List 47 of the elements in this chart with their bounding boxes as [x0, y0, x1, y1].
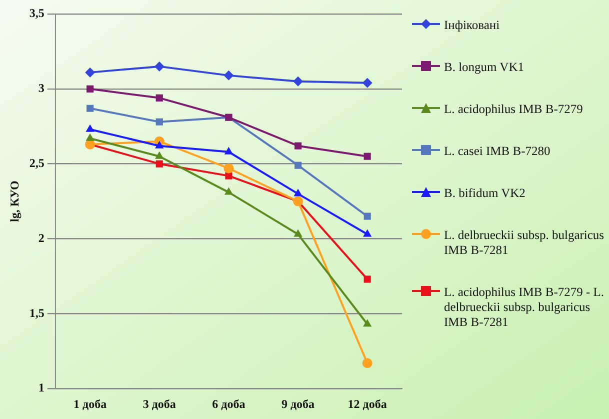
point: [294, 142, 302, 150]
point: [294, 229, 302, 237]
legend-label: B. longum VK1: [444, 60, 524, 75]
point: [86, 85, 94, 92]
point: [85, 67, 96, 78]
x-tick-label: 9 доба: [281, 396, 315, 411]
x-tick-label: 1 доба: [74, 396, 107, 411]
point: [154, 61, 164, 72]
y-tick-label: 1: [38, 380, 44, 395]
point: [362, 78, 372, 88]
point: [224, 163, 234, 174]
point: [363, 319, 372, 327]
point: [156, 118, 163, 126]
y-tick-label: 2,5: [29, 156, 44, 170]
point: [156, 160, 163, 168]
point: [155, 140, 164, 148]
point: [294, 162, 302, 169]
point: [86, 124, 94, 132]
x-tick-label: 6 доба: [212, 396, 246, 411]
point: [362, 358, 372, 368]
point: [224, 187, 234, 195]
legend-label: L. casei IMB B-7280: [444, 144, 550, 159]
legend-label: L. delbrueckii subsp. bulgaricus IMB B-7281: [444, 228, 606, 258]
y-tick-label: 3: [38, 81, 44, 96]
point: [363, 229, 372, 237]
point: [225, 172, 232, 180]
point: [294, 188, 302, 196]
x-tick-label: 12 доба: [348, 396, 387, 411]
x-tick-label: 3 доба: [142, 396, 176, 411]
y-tick-label: 2: [38, 230, 44, 245]
point: [224, 146, 234, 154]
point: [364, 152, 371, 160]
legend-label: L. acidophilus IMB B-7279 - L. delbrueckii subsp. bulgaricus IMB B-7281: [444, 285, 606, 330]
point: [293, 76, 304, 86]
point: [86, 104, 94, 112]
y-axis-title: lg, КУО: [7, 180, 22, 222]
y-tick-label: 3,5: [29, 6, 44, 20]
point: [364, 212, 371, 220]
point: [155, 151, 164, 159]
point: [86, 133, 94, 141]
legend-label: Інфіковані: [444, 18, 500, 33]
point: [224, 70, 234, 80]
legend-label: B. bifidum VK2: [444, 186, 526, 201]
y-tick-label: 1,5: [29, 306, 44, 320]
point: [364, 276, 371, 283]
legend-label: L. acidophilus IMB B-7279: [444, 102, 583, 117]
point: [156, 94, 163, 102]
